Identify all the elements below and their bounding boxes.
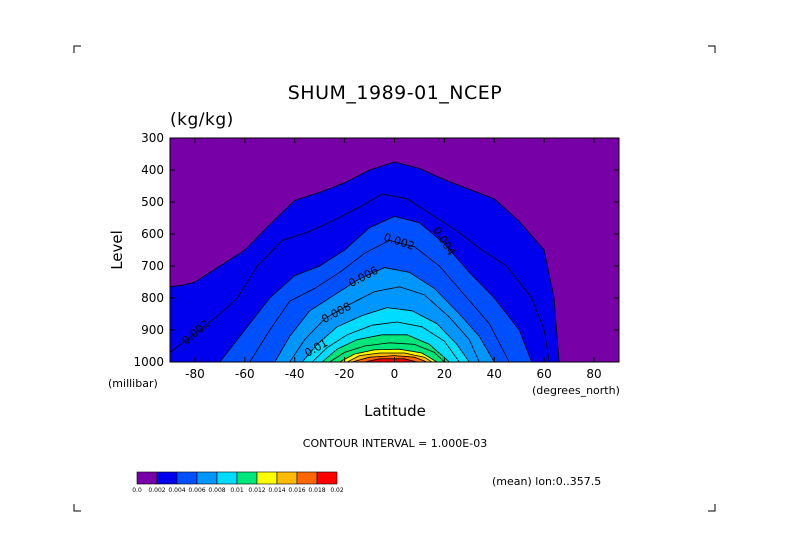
contour-fills [170,138,619,362]
x-ticks: -80 -60 -40 -20 0 20 40 60 80 [185,138,602,381]
colorbar-label: 0.016 [288,487,305,494]
y-tick-label: 500 [141,195,164,209]
chart-title: SHUM_1989-01_NCEP [288,82,502,104]
contour-line-4 [274,267,495,363]
y-tick-label: 400 [141,163,164,177]
contour-line-0 [169,161,560,363]
contour-line-10 [339,348,438,363]
colorbar-label: 0.006 [188,487,205,494]
colorbar-swatch [296,471,318,485]
contour-line-7 [311,321,460,363]
contour-line-12 [351,355,428,363]
contour-line-6 [301,307,470,363]
x-tick-label: 20 [437,367,452,381]
y-tick-label: 300 [141,131,164,145]
colorbar-label: 0.01 [230,487,244,494]
y-ticks: 300 400 500 600 700 800 900 1000 [133,131,619,369]
mean-note: (mean) lon:0..357.5 [492,475,601,488]
x-tick-label: 40 [487,367,502,381]
x-tick-label: 0 [391,367,399,381]
contour-line-13 [364,358,418,363]
colorbar-swatch [136,471,158,485]
colorbar-label: 0.0 [132,487,142,494]
units-label: (kg/kg) [170,110,234,130]
colorbar-swatch [196,471,218,485]
colorbar-swatch [256,471,278,485]
y-tick-label: 1000 [133,355,164,369]
y-tick-label: 900 [141,323,164,337]
colorbar-swatch [216,471,238,485]
colorbar-label: 0.02 [330,487,344,494]
contour-interval-text: CONTOUR INTERVAL = 1.000E-03 [303,437,487,450]
contour-line-3 [249,239,510,363]
y-tick-label: 800 [141,291,164,305]
x-tick-label: -60 [235,367,255,381]
contour-line-8 [321,334,450,363]
contour-lines [169,161,560,363]
corner-marks [73,45,716,512]
colorbar-swatch [156,471,178,485]
colorbar-label: 0.004 [168,487,185,494]
x-tick-label: -80 [185,367,205,381]
colorbar-label: 0.012 [248,487,265,494]
colorbar-swatch [176,471,198,485]
y-axis-title: Level [108,230,126,270]
contour-line-9 [329,342,445,363]
colorbar-swatch [316,471,338,485]
contour-line-5 [289,286,480,363]
y-unit-label: (millibar) [108,377,158,390]
colorbar-label: 0.018 [308,487,325,494]
x-tick-label: 60 [537,367,552,381]
colorbar: 0.0 0.002 0.004 0.006 0.008 0.01 0.012 0.014 0.0… [132,471,344,494]
colorbar-label: 0.002 [148,487,165,494]
x-unit-label: (degrees_north) [532,384,620,397]
x-tick-label: 80 [586,367,601,381]
contour-line-11 [346,352,433,363]
fill-band-14 [364,358,417,362]
contour-line-1 [169,193,550,363]
x-tick-label: -40 [285,367,305,381]
y-tick-label: 600 [141,227,164,241]
x-axis-title: Latitude [364,402,426,420]
y-tick-label: 700 [141,259,164,273]
colorbar-swatch [276,471,298,485]
x-tick-label: -20 [335,367,355,381]
contour-line-2 [219,215,533,363]
colorbar-label: 0.014 [268,487,285,494]
colorbar-label: 0.008 [208,487,225,494]
colorbar-swatch [236,471,258,485]
